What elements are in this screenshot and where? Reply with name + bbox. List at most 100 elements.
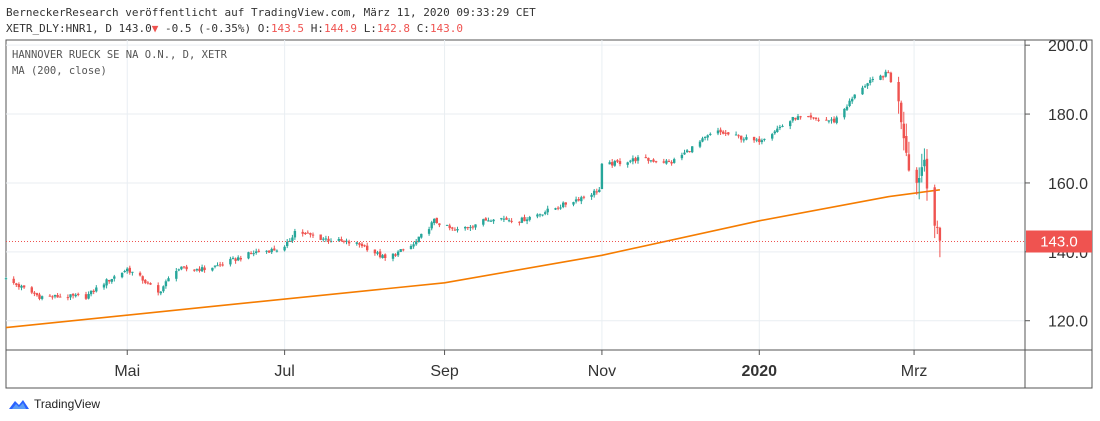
candle-body — [213, 265, 217, 267]
candle — [185, 264, 188, 272]
candle-body — [758, 138, 761, 143]
candle — [525, 217, 529, 225]
candle-body — [144, 279, 147, 283]
candle-body — [319, 234, 322, 240]
candle-body — [471, 226, 475, 228]
publisher-line: BerneckerResearch veröffentlicht auf Tra… — [6, 6, 536, 19]
candle — [673, 157, 676, 164]
candle — [4, 277, 8, 280]
candle-body — [647, 157, 650, 161]
candle-body — [680, 154, 684, 159]
candle-series — [4, 69, 942, 301]
candle-body — [265, 250, 268, 252]
candle-body — [789, 121, 792, 127]
candle — [807, 115, 810, 118]
candle — [905, 123, 908, 157]
candle — [56, 293, 59, 298]
candle — [835, 115, 838, 125]
candle-body — [56, 295, 59, 298]
candle-body — [66, 297, 70, 299]
candle-body — [231, 257, 235, 259]
candle-body — [448, 225, 451, 229]
candle — [636, 155, 640, 164]
candle-body — [255, 251, 258, 253]
candle — [324, 235, 328, 242]
candle — [20, 284, 23, 291]
candle-body — [631, 158, 635, 162]
candle-body — [309, 233, 312, 235]
candle — [12, 276, 15, 285]
candle — [740, 135, 743, 143]
candle — [814, 117, 818, 121]
candle-body — [500, 218, 503, 220]
candle-body — [378, 251, 382, 258]
candle-body — [33, 292, 36, 294]
candle — [536, 213, 539, 219]
candle-body — [218, 264, 222, 266]
candle — [95, 285, 98, 293]
candle — [773, 130, 776, 135]
candle — [745, 134, 748, 141]
candle — [216, 262, 219, 267]
candle — [17, 282, 21, 290]
candle-body — [572, 202, 575, 205]
candle-body — [120, 272, 124, 278]
candle-body — [175, 271, 178, 279]
candle — [649, 160, 653, 163]
candle-body — [915, 169, 918, 183]
candle — [358, 242, 361, 248]
candle-body — [698, 141, 702, 147]
candle-body — [773, 131, 776, 134]
candle — [866, 82, 869, 89]
candle-body — [781, 125, 784, 127]
time-axis[interactable]: Mai Jul Sep Nov 2020 Mrz — [114, 350, 927, 380]
candle-body — [15, 283, 18, 285]
candle — [131, 271, 134, 276]
candle — [827, 120, 831, 124]
candle — [871, 76, 874, 83]
tradingview-logo[interactable]: TradingView — [8, 397, 100, 411]
candle — [22, 285, 26, 289]
candle-body — [724, 132, 727, 134]
candle-body — [249, 253, 253, 255]
candle — [863, 84, 867, 88]
candle — [38, 292, 41, 301]
candle-body — [590, 194, 593, 197]
candle-body — [22, 285, 26, 288]
candle-body — [164, 281, 168, 287]
candle — [198, 266, 201, 273]
candle-body — [456, 229, 459, 231]
candle — [384, 253, 387, 261]
candle-body — [131, 271, 134, 273]
candle-body — [528, 217, 531, 220]
candle-body — [796, 116, 800, 120]
candle — [507, 218, 511, 223]
candle-body — [613, 161, 616, 166]
candle-body — [159, 291, 162, 294]
candle — [562, 201, 565, 209]
candle-body — [734, 134, 738, 136]
candle — [652, 158, 655, 163]
candle — [409, 244, 413, 250]
candle — [574, 196, 578, 204]
candle-body — [71, 293, 75, 296]
candle-body — [84, 294, 88, 299]
candle — [618, 158, 622, 167]
candle — [66, 294, 70, 301]
candle — [900, 100, 903, 130]
candle-body — [595, 191, 598, 193]
candle-body — [794, 117, 797, 120]
legend-ma: MA (200, close) — [12, 65, 107, 77]
candle — [113, 274, 116, 282]
candle — [918, 167, 921, 200]
candle-body — [435, 217, 438, 223]
candle-body — [123, 271, 126, 272]
candle — [925, 149, 929, 201]
candle — [453, 227, 457, 231]
candle — [288, 238, 291, 242]
candle-body — [920, 167, 923, 176]
candle-body — [835, 117, 838, 123]
candle — [33, 291, 36, 297]
candle-body — [286, 241, 289, 247]
